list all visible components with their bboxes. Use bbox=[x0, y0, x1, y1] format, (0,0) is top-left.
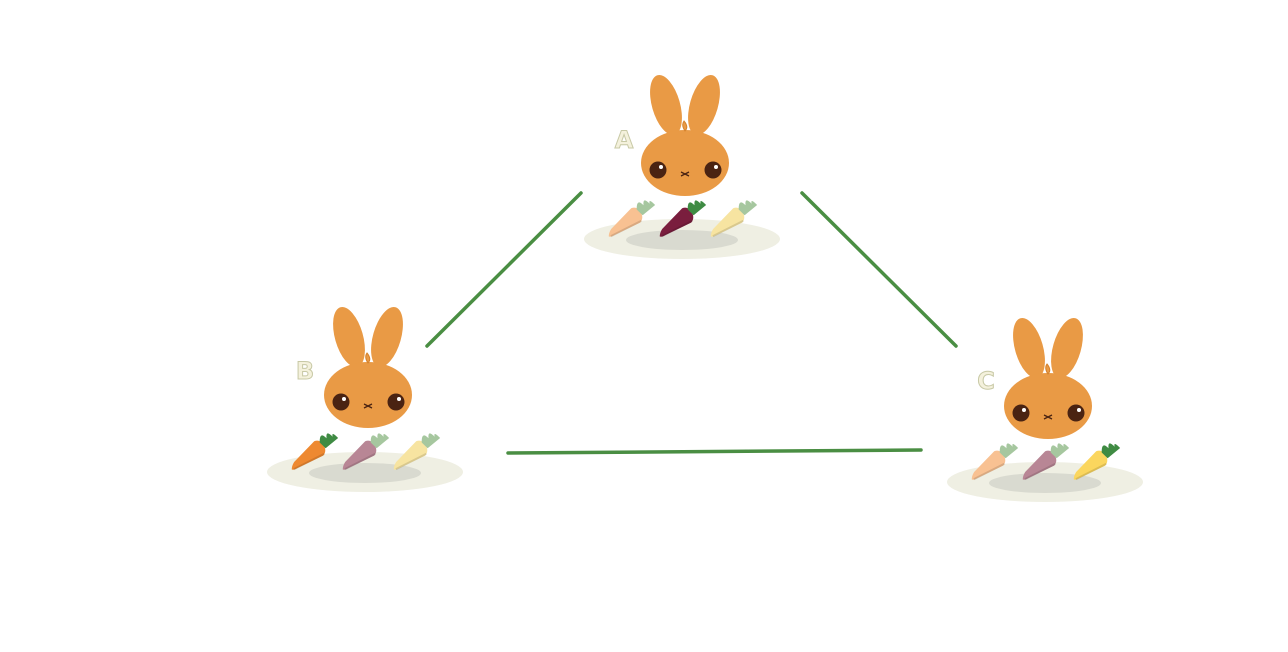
carrot-icon bbox=[710, 200, 758, 238]
eye-icon bbox=[649, 161, 667, 179]
plate-shadow bbox=[989, 473, 1101, 493]
carrot-icon bbox=[608, 200, 656, 238]
eye-icon bbox=[387, 393, 405, 411]
edge-a-b bbox=[425, 191, 583, 348]
plate-shadow bbox=[626, 230, 738, 250]
carrot-icon bbox=[291, 433, 339, 471]
edge-a-c bbox=[800, 191, 958, 348]
nodes-layer: A B C bbox=[267, 74, 1143, 502]
carrot-icon bbox=[971, 443, 1019, 481]
eye-icon bbox=[1067, 404, 1085, 422]
edges-layer bbox=[425, 191, 958, 455]
node-label-a: A bbox=[615, 126, 634, 154]
bunny-icon bbox=[324, 306, 412, 428]
carrot-icon bbox=[1073, 443, 1121, 481]
node-a: A bbox=[584, 74, 780, 259]
carrot-icon bbox=[393, 433, 441, 471]
carrot-icon bbox=[659, 200, 707, 238]
node-c: C bbox=[947, 317, 1143, 502]
node-b: B bbox=[267, 306, 463, 492]
edge-b-c bbox=[506, 448, 923, 455]
plate-shadow bbox=[309, 463, 421, 483]
eye-icon bbox=[1012, 404, 1030, 422]
bunny-icon bbox=[641, 74, 729, 196]
bunny-icon bbox=[1004, 317, 1092, 439]
eye-icon bbox=[332, 393, 350, 411]
eye-icon bbox=[704, 161, 722, 179]
node-label-b: B bbox=[296, 357, 314, 385]
node-label-c: C bbox=[977, 367, 995, 395]
carrot-icon bbox=[342, 433, 390, 471]
carrot-icon bbox=[1022, 443, 1070, 481]
